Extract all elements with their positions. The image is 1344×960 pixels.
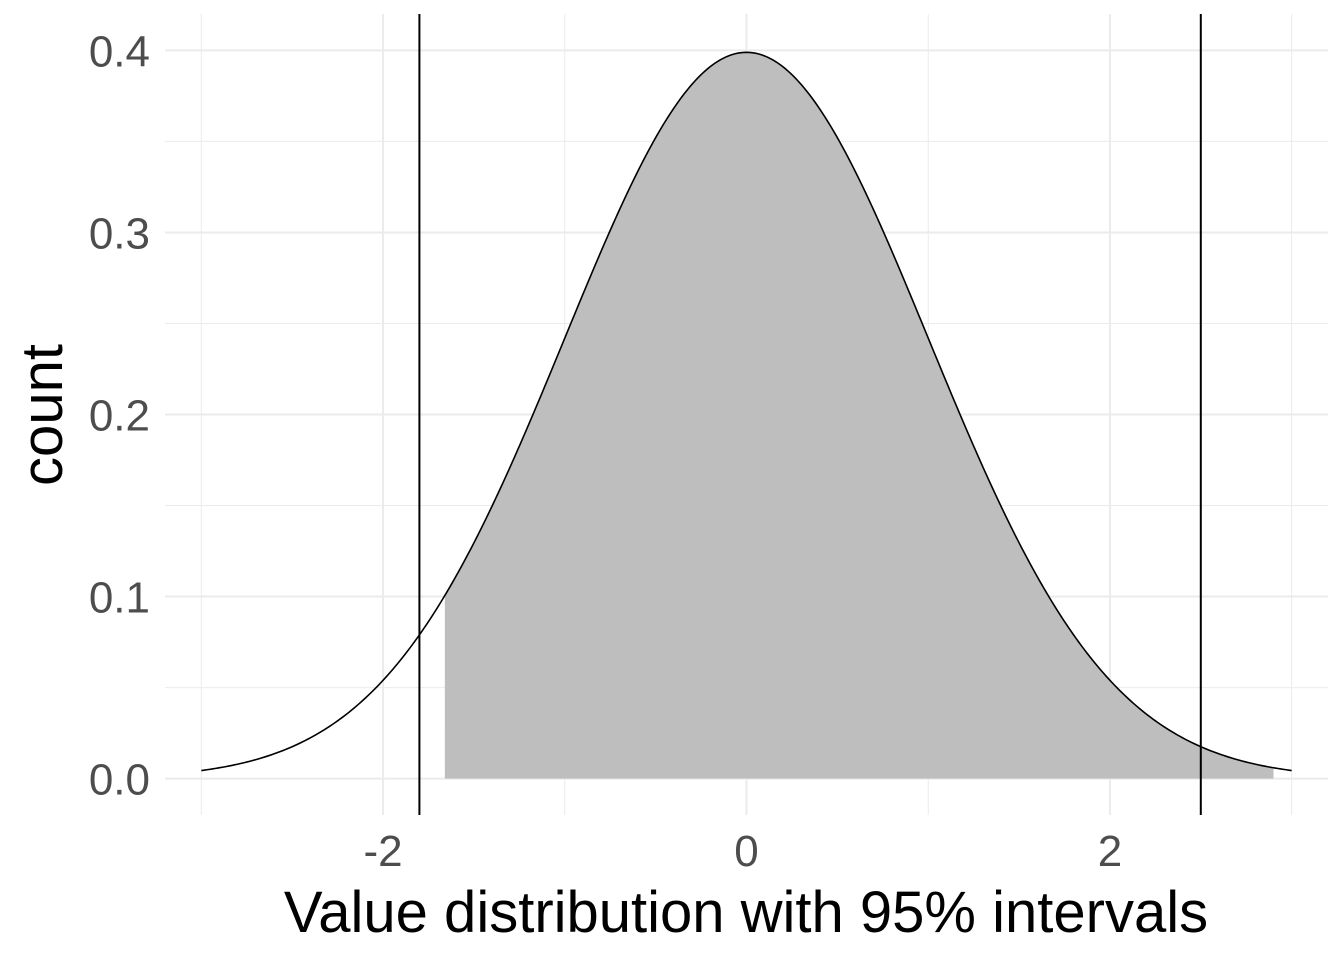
y-tick-labels: 0.0 0.1 0.2 0.3 0.4 [89,27,150,804]
shaded-area [444,52,1274,779]
x-tick-label: -2 [364,827,403,876]
x-tick-label: 0 [734,827,758,876]
y-axis-title: count [10,344,75,486]
x-axis-title: Value distribution with 95% intervals [284,880,1208,945]
y-tick-label: 0.1 [89,574,150,623]
density-curve [201,51,1292,772]
x-tick-labels: -2 0 2 [364,827,1123,876]
interval-lines [418,14,1202,815]
y-tick-label: 0.0 [89,756,150,805]
y-tick-label: 0.3 [89,209,150,258]
x-tick-label: 2 [1098,827,1122,876]
y-tick-label: 0.2 [89,392,150,441]
y-tick-label: 0.4 [89,27,150,76]
